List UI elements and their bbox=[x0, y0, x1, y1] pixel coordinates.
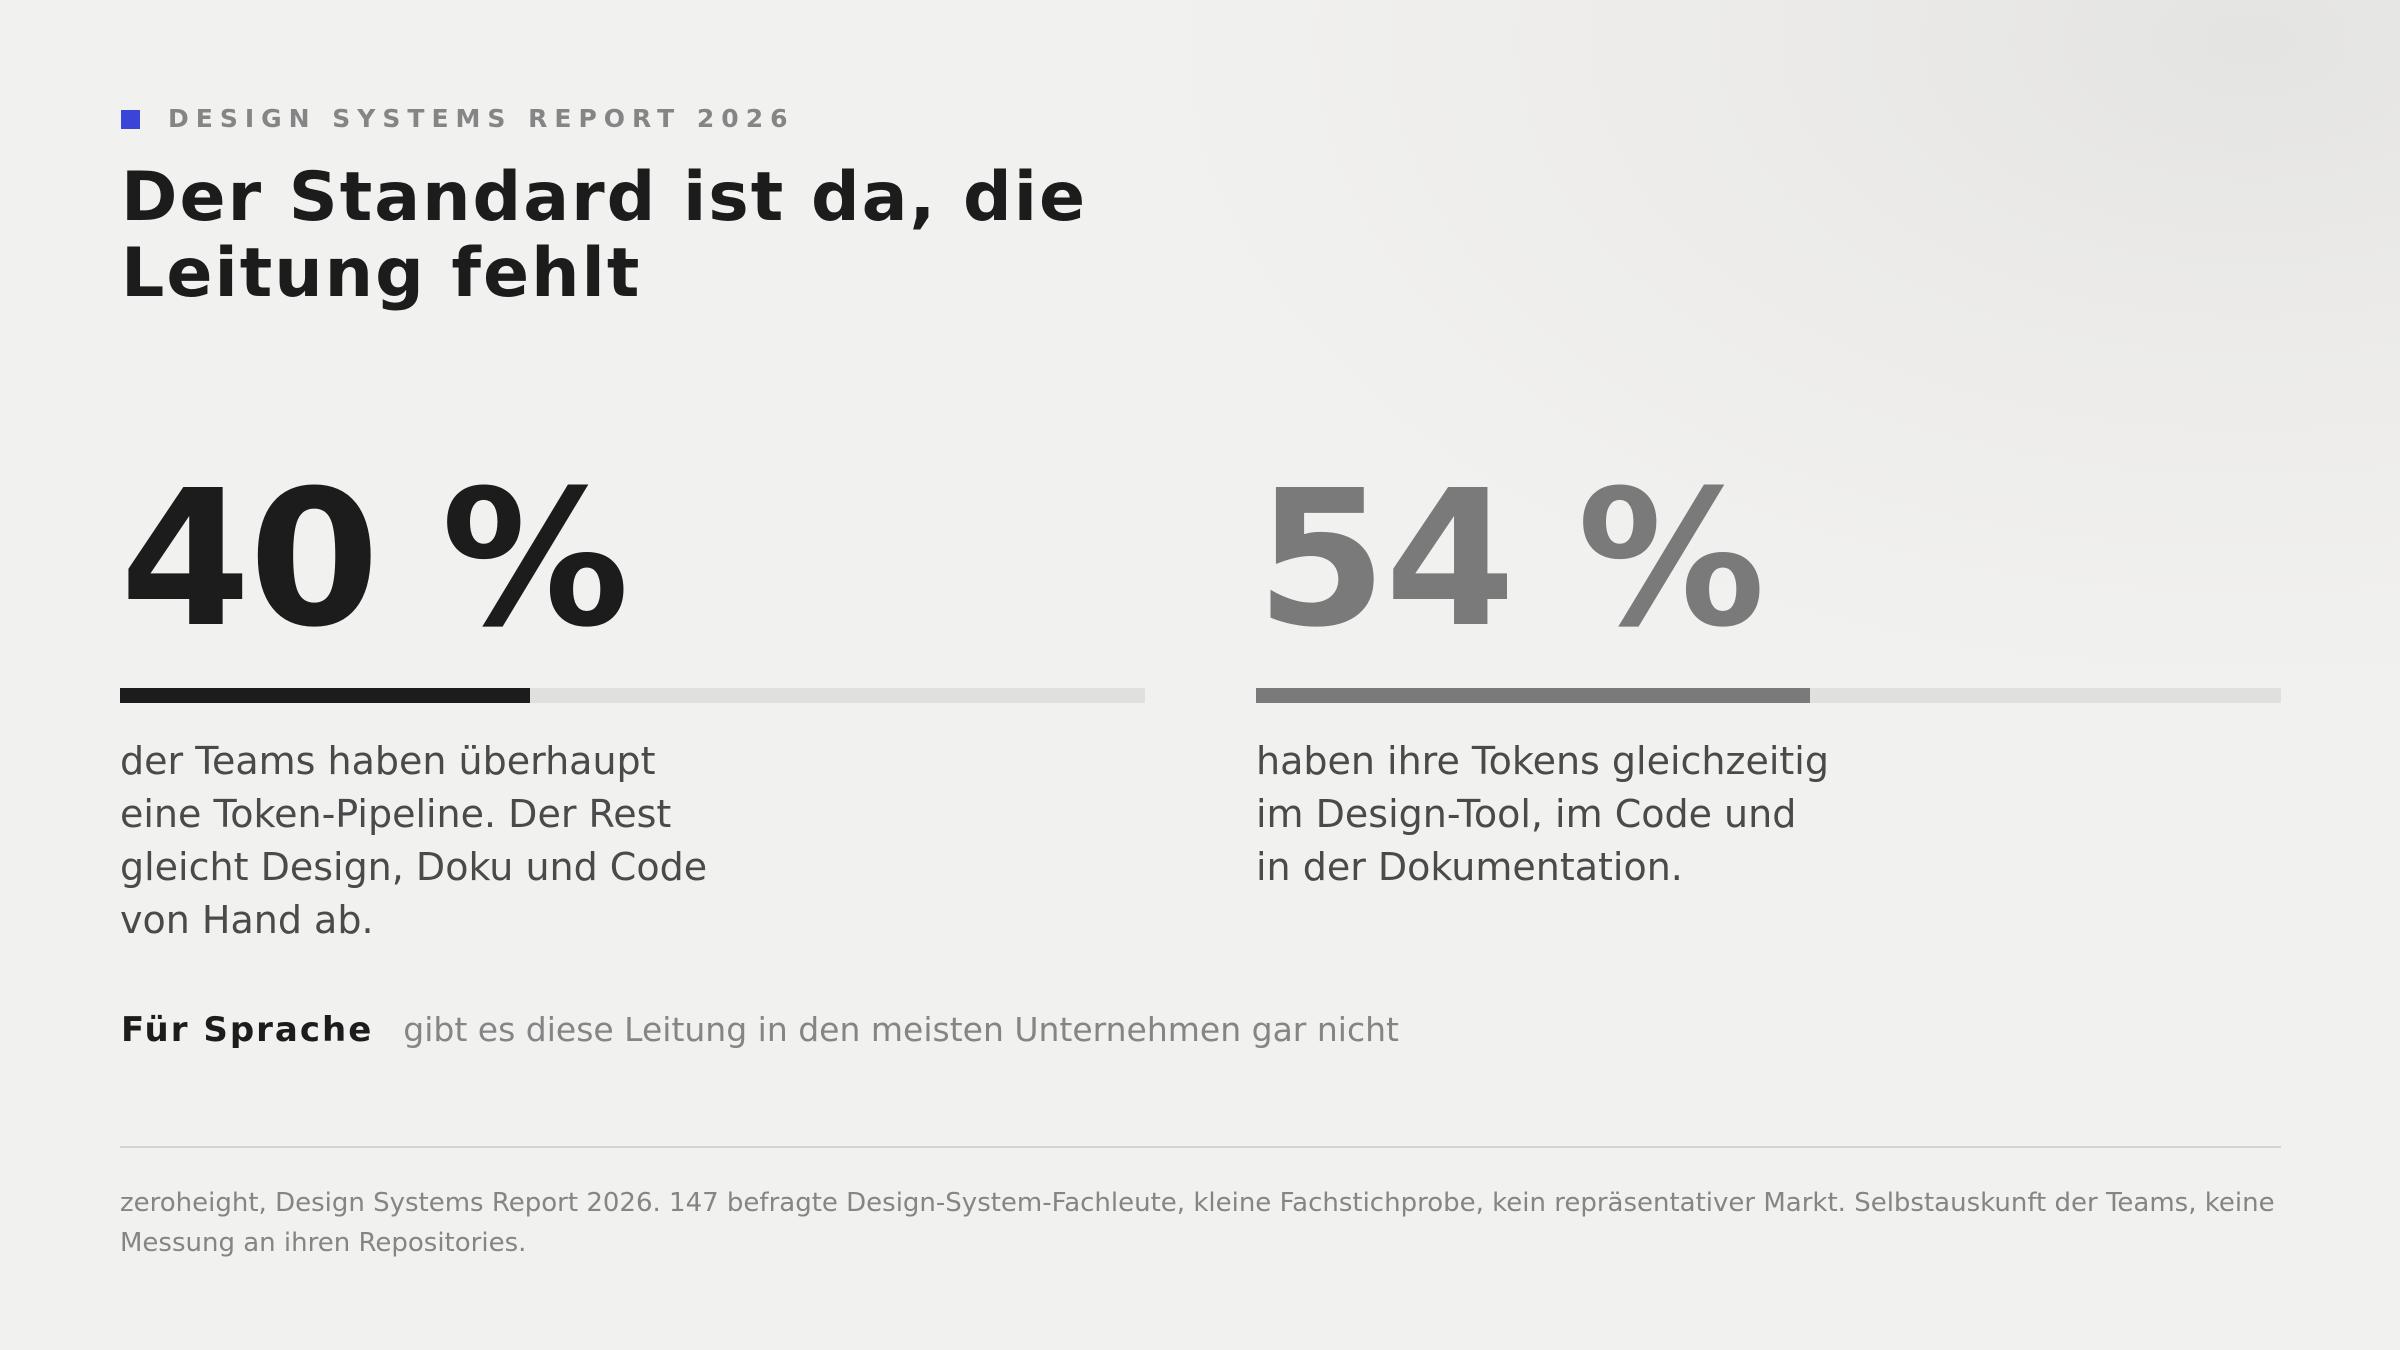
language-note: Für Sprache gibt es diese Leitung in den… bbox=[121, 1010, 1399, 1050]
note-label: Für Sprache bbox=[121, 1010, 374, 1050]
eyebrow-text: DESIGN SYSTEMS REPORT 2026 bbox=[168, 104, 795, 133]
stat-value: 40 % bbox=[120, 450, 629, 669]
stat-description: der Teams haben überhaupt eine Token-Pip… bbox=[120, 739, 708, 942]
progress-bar-track bbox=[120, 688, 1145, 703]
stat-description: haben ihre Tokens gleichzeitig im Design… bbox=[1256, 739, 1829, 889]
progress-bar-fill bbox=[1256, 688, 1810, 703]
source-footnote: zeroheight, Design Systems Report 2026. … bbox=[120, 1188, 2275, 1258]
stat-card-token-sync: 54 % haben ihre Tokens gleichzeitig im D… bbox=[1256, 450, 2281, 889]
accent-square-icon bbox=[121, 109, 140, 129]
stat-value: 54 % bbox=[1256, 450, 1765, 669]
stat-card-token-pipeline: 40 % der Teams haben überhaupt eine Toke… bbox=[120, 450, 1145, 942]
eyebrow: DESIGN SYSTEMS REPORT 2026 bbox=[121, 106, 794, 132]
progress-bar-fill bbox=[120, 688, 530, 703]
divider bbox=[120, 1146, 2281, 1148]
progress-bar-track bbox=[1256, 688, 2281, 703]
page-title: Der Standard ist da, die Leitung fehlt bbox=[121, 158, 1088, 313]
note-text: gibt es diese Leitung in den meisten Unt… bbox=[403, 1010, 1399, 1049]
